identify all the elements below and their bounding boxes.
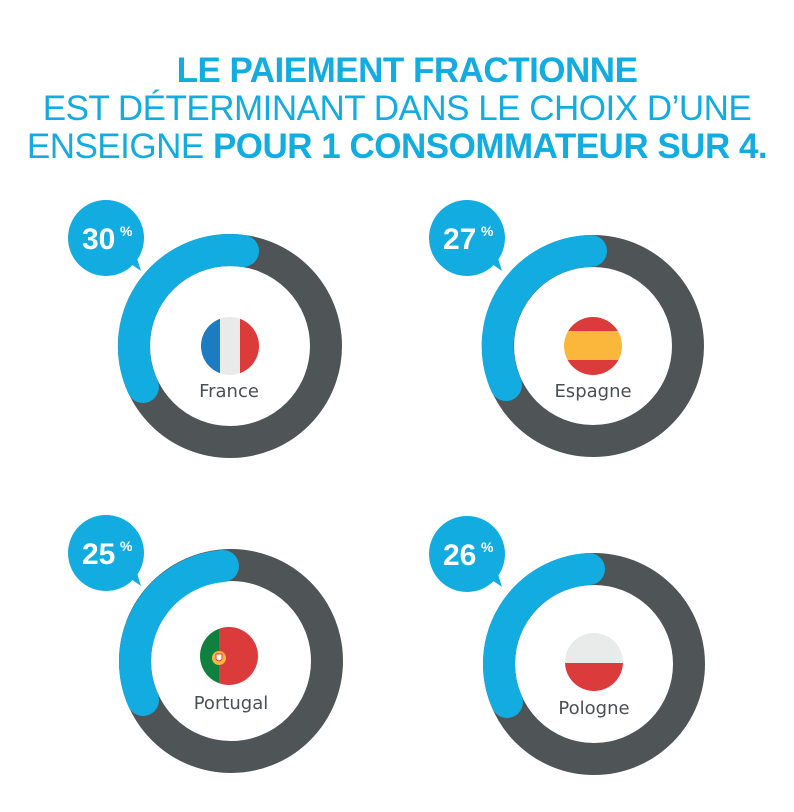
percent-value: 30 — [82, 223, 115, 256]
page-title: LE PAIEMENT FRACTIONNE EST DÉTERMINANT D… — [0, 52, 794, 166]
percent-bubble: 25 % — [68, 515, 144, 591]
donut-value-arc — [483, 553, 605, 718]
donut-spain: 27 % Espagne — [429, 200, 704, 457]
donut-france: 30 % France — [68, 200, 342, 458]
percent-unit: % — [120, 223, 133, 239]
country-label: Portugal — [194, 693, 269, 714]
percent-value: 27 — [443, 223, 476, 256]
percent-unit: % — [481, 223, 494, 239]
title-line-2: EST DÉTERMINANT DANS LE CHOIX D’UNE — [42, 89, 752, 128]
donut-value-arc — [481, 235, 607, 401]
percent-unit: % — [481, 539, 494, 555]
percent-bubble: 26 % — [429, 516, 505, 592]
donut-value-arc — [119, 550, 239, 716]
country-label: Espagne — [554, 381, 631, 402]
france-flag-icon — [201, 317, 259, 375]
percent-unit: % — [120, 538, 133, 554]
percent-bubble: 27 % — [429, 200, 505, 276]
country-label: France — [199, 381, 259, 402]
country-label: Pologne — [558, 698, 629, 719]
spain-flag-icon — [564, 317, 622, 375]
poland-flag-icon — [565, 633, 623, 691]
title-line-1: LE PAIEMENT FRACTIONNE — [176, 51, 638, 90]
percent-value: 25 — [82, 538, 115, 571]
title-line-3: ENSEIGNE POUR 1 CONSOMMATEUR SUR 4. — [0, 128, 794, 166]
percent-bubble: 30 % — [68, 200, 144, 276]
donut-poland: 26 % Pologne — [429, 516, 705, 775]
percent-value: 26 — [443, 539, 476, 572]
portugal-flag-icon — [200, 627, 258, 685]
title-line-3-bold: POUR 1 CONSOMMATEUR SUR 4. — [212, 127, 768, 166]
donut-portugal: 25 % Portugal — [68, 515, 343, 773]
title-line-3-light: ENSEIGNE — [26, 127, 213, 166]
donut-value-arc — [117, 234, 259, 403]
